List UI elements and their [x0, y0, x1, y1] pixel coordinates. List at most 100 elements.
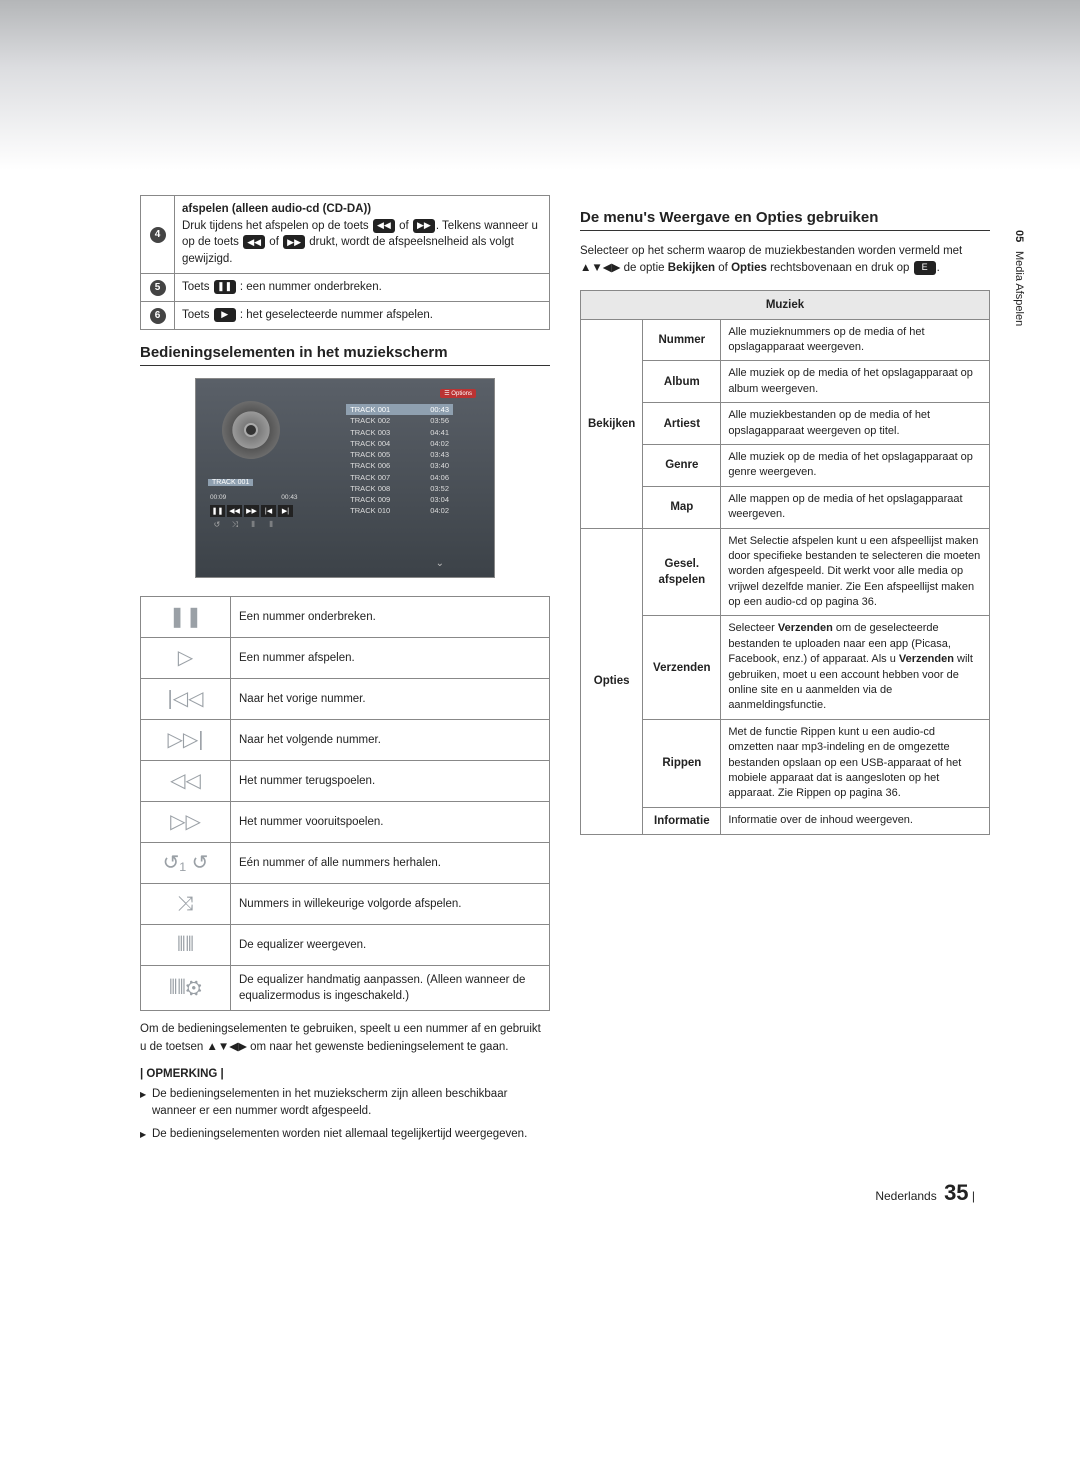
two-column-layout: 4 afspelen (alleen audio-cd (CD-DA)) Dru… [140, 195, 990, 1150]
option-label: Artiest [643, 403, 721, 445]
paragraph: Om de bedieningselementen te gebruiken, … [140, 1021, 550, 1056]
disc-icon [222, 401, 280, 459]
section-heading: Bedieningselementen in het muziekscherm [140, 344, 550, 361]
table-row: |◁◁ Naar het vorige nummer. [141, 679, 550, 720]
heading-rule [140, 365, 550, 366]
option-label: Informatie [643, 807, 721, 834]
time-bar: 00:09 00:43 [210, 494, 298, 501]
table-row: ↺₁ ↺ Eén nummer of alle nummers herhalen. [141, 843, 550, 884]
option-desc: Met de functie Rippen kunt u een audio-c… [721, 719, 990, 807]
step-badge: 5 [150, 280, 166, 296]
table-row: Opties Gesel. afspelen Met Selectie afsp… [581, 528, 990, 616]
now-playing-badge: TRACK 001 [208, 479, 253, 486]
pause-icon: ❚❚ [169, 606, 203, 628]
option-label: Nummer [643, 319, 721, 361]
control-row-2: ↺ ⤨ ⫴ ⫴ [210, 519, 278, 530]
control-keys-table: 4 afspelen (alleen audio-cd (CD-DA)) Dru… [140, 195, 550, 330]
right-column: De menu's Weergave en Opties gebruiken S… [580, 195, 990, 1150]
track-row[interactable]: TRACK 00404:02 [350, 438, 449, 449]
track-row[interactable]: TRACK 00304:41 [350, 427, 449, 438]
option-desc: Alle muziek op de media of het opslagapp… [721, 361, 990, 403]
chevron-down-icon[interactable]: ⌄ [436, 558, 444, 569]
note-item: De bedieningselementen worden niet allem… [140, 1126, 550, 1143]
option-desc: Selecteer Verzenden om de geselecteerde … [721, 616, 990, 719]
icon-desc: De equalizer weergeven. [231, 925, 550, 966]
option-desc: Alle muziek op de media of het opslagapp… [721, 444, 990, 486]
table-row: InformatieInformatie over de inhoud weer… [581, 807, 990, 834]
table-row: MapAlle mappen op de media of het opslag… [581, 486, 990, 528]
shuffle-icon: ⤨ [178, 893, 194, 915]
track-row[interactable]: TRACK 00704:06 [350, 472, 449, 483]
forward-icon[interactable]: ▶▶ [244, 505, 259, 517]
icon-desc: De equalizer handmatig aanpassen. (Allee… [231, 966, 550, 1011]
track-row[interactable]: TRACK 00503:43 [350, 449, 449, 460]
table-row: ⫴⫴ De equalizer weergeven. [141, 925, 550, 966]
prev-icon: |◁◁ [168, 688, 204, 710]
option-label: Verzenden [643, 616, 721, 719]
intro-paragraph: Selecteer op het scherm waarop de muziek… [580, 243, 990, 278]
step-text: afspelen (alleen audio-cd (CD-DA)) Druk … [175, 196, 550, 274]
next-icon: ▷▷| [168, 729, 204, 751]
step-badge: 4 [150, 227, 166, 243]
rewind-icon: ◁◁ [170, 770, 201, 792]
option-desc: Informatie over de inhoud weergeven. [721, 807, 990, 834]
table-row: ❚❚Een nummer onderbreken. [141, 597, 550, 638]
table-row: Bekijken Nummer Alle muzieknummers op de… [581, 319, 990, 361]
pause-icon: ❚❚ [214, 280, 236, 294]
track-row[interactable]: TRACK 00903:04 [350, 494, 449, 505]
icon-desc: Naar het vorige nummer. [231, 679, 550, 720]
forward-icon: ▶▶ [413, 219, 435, 233]
table-row: 6 Toets ▶ : het geselecteerde nummer afs… [141, 301, 550, 329]
table-row: ◁◁Het nummer terugspoelen. [141, 761, 550, 802]
footer-language: Nederlands [875, 1189, 936, 1203]
page-number: 35 [944, 1180, 968, 1205]
options-button[interactable]: ☰ Options [440, 389, 476, 398]
options-table: Muziek Bekijken Nummer Alle muzieknummer… [580, 290, 990, 835]
option-label: Album [643, 361, 721, 403]
track-row[interactable]: TRACK 00100:43 [346, 404, 453, 415]
step-text: Toets ▶ : het geselecteerde nummer afspe… [175, 301, 550, 329]
left-column: 4 afspelen (alleen audio-cd (CD-DA)) Dru… [140, 195, 550, 1150]
icon-desc: Een nummer afspelen. [231, 638, 550, 679]
track-row[interactable]: TRACK 01004:02 [350, 505, 449, 516]
repeat-icon: ↺₁ ↺ [163, 852, 209, 874]
page-footer: Nederlands 35 | [140, 1180, 975, 1206]
table-row: RippenMet de functie Rippen kunt u een a… [581, 719, 990, 807]
next-icon[interactable]: ▶| [278, 505, 293, 517]
icon-desc: Eén nummer of alle nummers herhalen. [231, 843, 550, 884]
chapter-side-tab: 05 Media Afspelen [1013, 230, 1025, 327]
equalizer-settings-icon[interactable]: ⫴ [264, 519, 278, 530]
option-desc: Met Selectie afspelen kunt u een afspeel… [721, 528, 990, 616]
enter-icon: E [914, 261, 936, 275]
control-row: ❚❚ ◀◀ ▶▶ |◀ ▶| [210, 505, 293, 517]
option-label: Map [643, 486, 721, 528]
shuffle-icon[interactable]: ⤨ [228, 519, 242, 530]
elapsed-time: 00:09 [210, 494, 226, 501]
equalizer-icon[interactable]: ⫴ [246, 519, 260, 530]
track-row[interactable]: TRACK 00203:56 [350, 415, 449, 426]
table-row: ▷ Een nummer afspelen. [141, 638, 550, 679]
equalizer-icon: ⫴⫴ [177, 934, 194, 956]
track-row[interactable]: TRACK 00603:40 [350, 460, 449, 471]
table-row: 4 afspelen (alleen audio-cd (CD-DA)) Dru… [141, 196, 550, 274]
category-label: Opties [581, 528, 643, 834]
option-label: Rippen [643, 719, 721, 807]
chapter-title: Media Afspelen [1013, 251, 1025, 326]
rewind-icon[interactable]: ◀◀ [227, 505, 242, 517]
rewind-icon: ◀◀ [243, 235, 265, 249]
chapter-number: 05 [1013, 230, 1025, 242]
note-heading: | OPMERKING | [140, 1068, 550, 1080]
prev-icon[interactable]: |◀ [261, 505, 276, 517]
music-screen-mock: ☰ Options TRACK 001 00:09 00:43 ❚❚ ◀◀ ▶▶… [195, 378, 495, 578]
table-row: ⤨Nummers in willekeurige volgorde afspel… [141, 884, 550, 925]
play-icon: ▷ [178, 647, 193, 669]
icon-desc: Het nummer vooruitspoelen. [231, 802, 550, 843]
option-desc: Alle muzieknummers op de media of het op… [721, 319, 990, 361]
track-row[interactable]: TRACK 00803:52 [350, 483, 449, 494]
step-text: Toets ❚❚ : een nummer onderbreken. [175, 273, 550, 301]
repeat-icon[interactable]: ↺ [210, 519, 224, 530]
section-heading: De menu's Weergave en Opties gebruiken [580, 209, 990, 226]
pause-icon[interactable]: ❚❚ [210, 505, 225, 517]
table-row: ▷▷|Naar het volgende nummer. [141, 720, 550, 761]
option-label: Genre [643, 444, 721, 486]
